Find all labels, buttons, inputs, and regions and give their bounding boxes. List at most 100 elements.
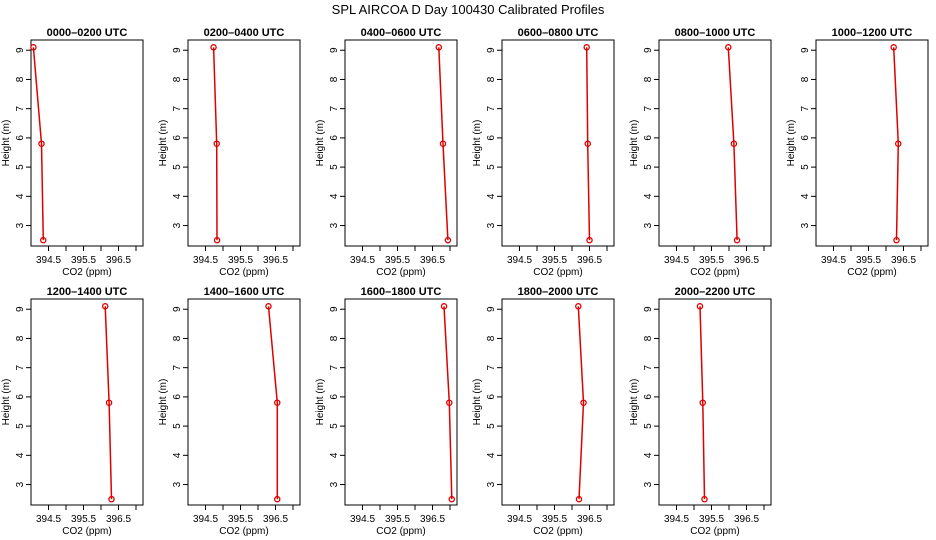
data-point [701,495,708,503]
data-point [733,236,741,244]
panel-title: 0200–0400 UTC [204,27,285,39]
y-tick-label: 9 [643,306,654,312]
y-tick-label: 5 [486,423,497,429]
plot-frame [187,39,301,247]
panel-title: 1000–1200 UTC [832,27,913,39]
x-tick-label: 394.5 [193,514,218,525]
y-tick-label: 7 [172,105,183,111]
x-tick-label: 395.5 [699,514,724,525]
plot-frame [501,39,615,247]
y-tick-label: 6 [172,135,183,141]
y-tick-label: 6 [643,135,654,141]
plot-frame [344,39,458,247]
y-tick-label: 6 [486,394,497,400]
data-point [440,303,448,310]
y-tick-label: 5 [15,164,26,170]
data-point [725,44,732,51]
y-tick-label: 7 [15,364,26,370]
x-axis-label: CO2 (ppm) [62,267,111,278]
data-point [213,140,220,147]
profile-line [699,306,706,500]
y-axis-label: Height (m) [629,120,640,167]
y-tick-label: 4 [172,452,183,458]
data-point [696,303,704,310]
data-point [444,236,452,244]
y-tick-label: 7 [15,105,26,111]
y-tick-label: 4 [172,193,183,199]
x-axis-label: CO2 (ppm) [62,526,111,537]
data-point [439,140,447,147]
y-tick-label: 8 [172,335,183,341]
profile-line [267,306,279,500]
y-axis-label: Height (m) [315,120,326,167]
panel-title: 0600–0800 UTC [518,27,599,39]
profile-panel: 0600–0800 UTC 394.5 395.5 396.5 3 4 5 6 7 8 9 CO2 (… [472,27,615,278]
panel-title: 1800–2000 UTC [518,286,599,298]
y-tick-label: 3 [329,481,340,487]
y-tick-label: 7 [486,364,497,370]
data-point [40,236,47,244]
data-point [448,495,455,503]
data-point [446,399,453,406]
y-axis-label: Height (m) [786,120,797,167]
y-tick-label: 3 [486,222,497,228]
profile-line [727,47,738,241]
profile-panel: 1600–1800 UTC 394.5 395.5 396.5 3 4 5 6 7 8 9 CO2 (… [315,286,458,537]
x-tick-label: 395.5 [542,514,567,525]
plot-frame [30,39,144,247]
x-tick-label: 396.5 [263,255,288,266]
x-tick-label: 394.5 [664,514,689,525]
y-tick-label: 6 [329,135,340,141]
x-axis-label: CO2 (ppm) [847,267,896,278]
x-tick-label: 395.5 [228,255,253,266]
y-tick-label: 8 [15,335,26,341]
y-tick-label: 7 [800,105,811,111]
y-tick-label: 3 [172,222,183,228]
profile-line [443,306,453,500]
y-tick-label: 5 [329,164,340,170]
profile-panel: 0000–0200 UTC 394.5 395.5 396.5 3 4 5 6 7 8 9 CO2 (… [1,27,144,278]
x-axis-label: CO2 (ppm) [690,267,739,278]
x-tick-label: 396.5 [263,514,288,525]
y-tick-label: 8 [329,76,340,82]
y-tick-label: 8 [172,76,183,82]
plot-frame [658,298,772,506]
profile-panel: 0800–1000 UTC 394.5 395.5 396.5 3 4 5 6 7 8 9 CO2 (… [629,27,772,278]
y-tick-label: 9 [329,306,340,312]
y-tick-label: 6 [15,135,26,141]
y-tick-label: 6 [15,394,26,400]
y-tick-label: 8 [486,76,497,82]
y-tick-label: 9 [800,47,811,53]
data-point [38,140,45,147]
y-tick-label: 9 [486,47,497,53]
x-tick-label: 396.5 [106,514,131,525]
x-axis-label: CO2 (ppm) [376,267,425,278]
data-point [699,399,707,406]
y-axis-label: Height (m) [472,379,483,426]
x-axis-label: CO2 (ppm) [533,526,582,537]
y-tick-label: 5 [643,164,654,170]
y-tick-label: 3 [15,222,26,228]
data-point [435,44,443,51]
panel-title: 2000–2200 UTC [675,286,756,298]
plot-frame [658,39,772,247]
profile-panel: 1000–1200 UTC 394.5 395.5 396.5 3 4 5 6 7 8 9 CO2 (… [786,27,929,278]
data-point [210,44,217,51]
profile-line [577,306,585,500]
profile-panel: 2000–2200 UTC 394.5 395.5 396.5 3 4 5 6 7 8 9 CO2 (… [629,286,772,537]
y-axis-label: Height (m) [1,120,12,167]
plot-frame [501,298,615,506]
y-tick-label: 6 [329,394,340,400]
y-tick-label: 8 [643,335,654,341]
x-axis-label: CO2 (ppm) [690,526,739,537]
panels-group: 0000–0200 UTC 394.5 395.5 396.5 3 4 5 6 7 8 9 CO2 (… [1,27,929,537]
profile-line [892,47,900,241]
y-tick-label: 5 [486,164,497,170]
y-tick-label: 5 [172,164,183,170]
x-tick-label: 396.5 [891,255,916,266]
y-tick-label: 3 [800,222,811,228]
y-tick-label: 9 [329,47,340,53]
data-point [213,236,221,244]
profile-line [32,47,45,241]
y-tick-label: 6 [800,135,811,141]
